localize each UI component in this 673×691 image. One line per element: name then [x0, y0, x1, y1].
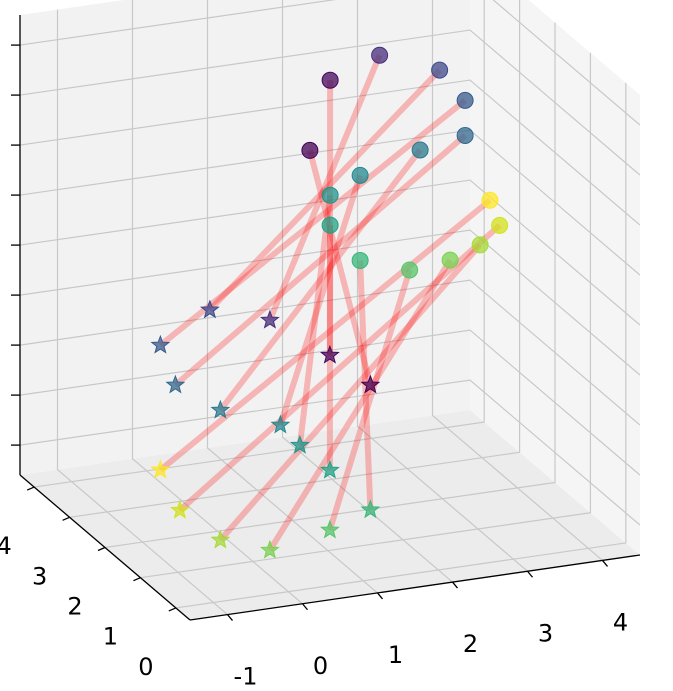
star-point [270, 414, 291, 434]
x-grid-line [131, 0, 303, 605]
circle-point [441, 251, 459, 269]
z-grid-line [19, 79, 641, 226]
y-tick [26, 486, 35, 491]
circle-point [351, 166, 369, 184]
circle-point [491, 216, 509, 234]
circle-point [411, 141, 429, 159]
circle-point [321, 186, 339, 204]
circle-point [351, 251, 369, 269]
y-tick-label: 4 [0, 532, 12, 560]
y-axis [19, 474, 191, 621]
circle-point [321, 216, 339, 234]
circle-point [481, 191, 499, 209]
x-tick [377, 592, 383, 600]
circle-point [471, 236, 489, 254]
y-grid-line [34, 0, 485, 488]
star-point [360, 499, 381, 519]
y-grid-line [69, 0, 521, 518]
star-point [165, 374, 186, 394]
star-point [319, 344, 340, 364]
y-grid-line [175, 82, 627, 609]
x-axis [189, 554, 641, 621]
x-grid-line [281, 0, 453, 583]
circle-point [371, 46, 389, 64]
y-tick-label: 0 [138, 653, 153, 681]
y-tick [168, 607, 177, 612]
y-tick [62, 516, 70, 521]
star-point [259, 539, 280, 559]
y-tick-label: 3 [32, 562, 47, 590]
y-tick [133, 577, 141, 582]
y-tick-label: 1 [103, 623, 118, 651]
y-grid-line [104, 22, 556, 549]
z-grid-line [19, 329, 641, 476]
x-grid-line [56, 9, 228, 616]
x-tick-label: 2 [463, 630, 478, 658]
star-point [150, 334, 171, 354]
circle-point [401, 261, 419, 279]
circle-point [301, 141, 319, 159]
y-tick-label: 2 [67, 593, 82, 621]
star-point [210, 399, 231, 419]
link-line [217, 148, 423, 412]
x-tick-label: 1 [388, 641, 403, 669]
z-grid-line [19, 229, 641, 376]
link-line [218, 242, 483, 543]
x-grid-line [356, 0, 528, 572]
link-line [267, 54, 383, 322]
star-point [210, 529, 231, 549]
x-tick-label: 3 [538, 619, 553, 647]
y-tick [97, 546, 106, 552]
circle-point [321, 71, 339, 89]
star-point [319, 519, 340, 539]
star-point [319, 459, 340, 479]
z-grid-line [19, 29, 641, 176]
link-line [277, 174, 363, 426]
star-point [169, 499, 190, 519]
x-grid-line [431, 0, 603, 561]
circle-point [456, 126, 474, 144]
x-tick [527, 570, 533, 578]
star-point [199, 299, 220, 319]
link-line [173, 133, 468, 388]
x-tick-label: -1 [234, 663, 258, 691]
star-point [289, 434, 310, 454]
z-grid-line [19, 0, 641, 126]
z-grid-line [19, 279, 641, 426]
star-point [360, 374, 381, 394]
star-point [150, 459, 171, 479]
x-grid-line [206, 0, 378, 594]
z-grid-line [19, 179, 641, 326]
x-tick [227, 614, 233, 621]
y-grid-line [140, 52, 592, 579]
x-tick-label: 0 [313, 652, 328, 680]
x-tick [602, 560, 608, 567]
x-tick-label: 4 [613, 608, 628, 636]
link-line [158, 197, 492, 473]
link-line [306, 149, 374, 386]
link-line [327, 269, 413, 531]
circle-point [431, 61, 449, 79]
link-line [267, 258, 453, 552]
z-grid-line [19, 379, 641, 526]
link-line [296, 194, 334, 446]
circle-point [456, 91, 474, 109]
x-tick [452, 581, 458, 589]
star-point [259, 309, 280, 329]
link-line [177, 223, 502, 513]
x-tick [302, 603, 308, 611]
